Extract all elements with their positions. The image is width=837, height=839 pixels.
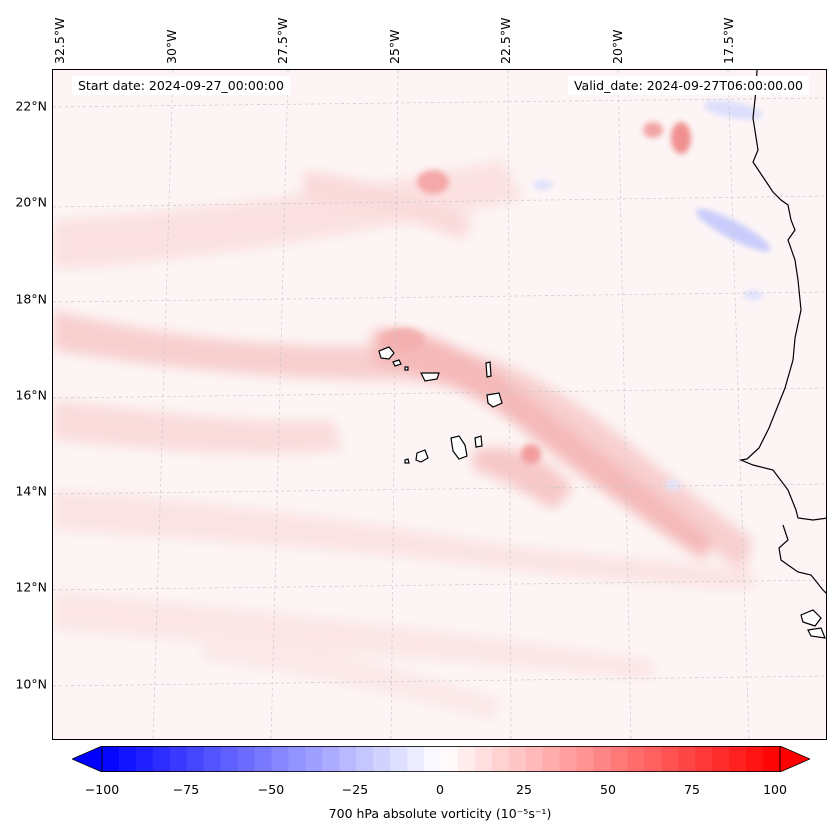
colorbar-cell <box>508 746 527 772</box>
colorbar-tick-neg75: −75 <box>172 782 200 797</box>
lat-label-16n: 16°N <box>15 387 47 403</box>
colorbar-cell <box>424 746 442 772</box>
valid-date-label: Valid_date: 2024-09-27T06:00:00.00 <box>567 76 809 95</box>
colorbar-tick-neg25: −25 <box>341 782 369 797</box>
colorbar-cell <box>203 746 222 772</box>
colorbar-cell <box>457 746 476 772</box>
bijagos-islands <box>800 609 826 639</box>
island-santiago <box>450 435 468 460</box>
lat-label-20n: 20°N <box>15 194 47 210</box>
colorbar-cell <box>102 746 120 772</box>
colorbar-cell <box>542 746 561 772</box>
colorbar-cell <box>729 746 747 772</box>
negative-vorticity <box>533 100 771 490</box>
island-brava <box>404 458 410 464</box>
colorbar-cell <box>491 746 510 772</box>
lon-label-20w: 20°W <box>610 29 625 64</box>
gridlines <box>53 70 826 739</box>
vorticity-map <box>53 70 826 739</box>
colorbar-tick-0: 0 <box>436 782 444 797</box>
colorbar-cell <box>254 746 272 772</box>
colorbar-tick-25: 25 <box>516 782 532 797</box>
colorbar-cell <box>678 746 696 772</box>
colorbar-cell <box>271 746 289 772</box>
colorbar-label: 700 hPa absolute vorticity (10⁻⁵s⁻¹) <box>328 806 552 821</box>
colorbar-cell <box>152 746 171 772</box>
colorbar-cell <box>746 746 764 772</box>
colorbar-cell <box>407 746 425 772</box>
start-date-label: Start date: 2024-09-27_00:00:00 <box>72 76 290 95</box>
colorbar-cell <box>559 746 578 772</box>
colorbar-cell <box>593 746 611 772</box>
africa-coastline <box>738 70 826 521</box>
cape-verde-islands <box>378 346 503 464</box>
island-boa-vista <box>486 392 503 408</box>
colorbar-cell <box>118 746 137 772</box>
colorbar-cell <box>576 746 595 772</box>
colorbar-cell <box>712 746 730 772</box>
vorticity-maxima <box>381 122 691 464</box>
colorbar-tick-75: 75 <box>684 782 700 797</box>
lat-label-12n: 12°N <box>15 579 47 595</box>
colorbar-min-arrow <box>72 746 103 772</box>
lon-label-17-5w: 17.5°W <box>721 17 736 64</box>
colorbar-cell <box>135 746 154 772</box>
colorbar-cell <box>373 746 391 772</box>
colorbar-tick-100: 100 <box>763 782 787 797</box>
colorbar-cell <box>644 746 662 772</box>
lat-label-10n: 10°N <box>15 676 47 692</box>
colorbar-cell <box>322 746 340 772</box>
lat-label-18n: 18°N <box>15 291 47 307</box>
colorbar-tick-50: 50 <box>600 782 616 797</box>
lon-label-27-5w: 27.5°W <box>275 17 290 64</box>
colorbar <box>72 746 810 772</box>
colorbar-cell <box>610 746 628 772</box>
colorbar-cell <box>220 746 239 772</box>
colorbar-cell <box>305 746 323 772</box>
colorbar-cell <box>627 746 645 772</box>
colorbar-tick-neg50: −50 <box>257 782 285 797</box>
colorbar-cell <box>474 746 493 772</box>
colorbar-cell <box>525 746 544 772</box>
colorbar-cell <box>390 746 408 772</box>
colorbar-cell <box>186 746 205 772</box>
colorbar-tick-neg100: −100 <box>84 782 120 797</box>
lat-label-22n: 22°N <box>15 98 47 114</box>
island-sal <box>485 361 492 378</box>
colorbar-cell <box>237 746 256 772</box>
lon-label-25w: 25°W <box>387 29 402 64</box>
island-sao-vicente <box>392 359 402 367</box>
lon-label-30w: 30°W <box>164 29 179 64</box>
island-santo-antao <box>378 346 395 360</box>
island-sao-nicolau <box>420 372 440 382</box>
island-maio <box>474 435 483 448</box>
colorbar-cell <box>339 746 357 772</box>
colorbar-cell <box>288 746 306 772</box>
vorticity-field <box>53 160 753 720</box>
lon-label-22-5w: 22.5°W <box>498 17 513 64</box>
africa-coastline-south <box>778 524 826 594</box>
colorbar-cell <box>763 746 781 772</box>
colorbar-cell <box>695 746 713 772</box>
lon-label-32-5w: 32.5°W <box>52 17 67 64</box>
island-fogo <box>415 449 429 463</box>
colorbar-max-arrow <box>779 746 810 772</box>
colorbar-cell <box>356 746 374 772</box>
colorbar-cell <box>661 746 679 772</box>
colorbar-frame <box>101 746 781 772</box>
colorbar-cell <box>169 746 188 772</box>
lat-label-14n: 14°N <box>15 483 47 499</box>
colorbar-cell <box>441 746 459 772</box>
map-panel <box>52 69 827 740</box>
